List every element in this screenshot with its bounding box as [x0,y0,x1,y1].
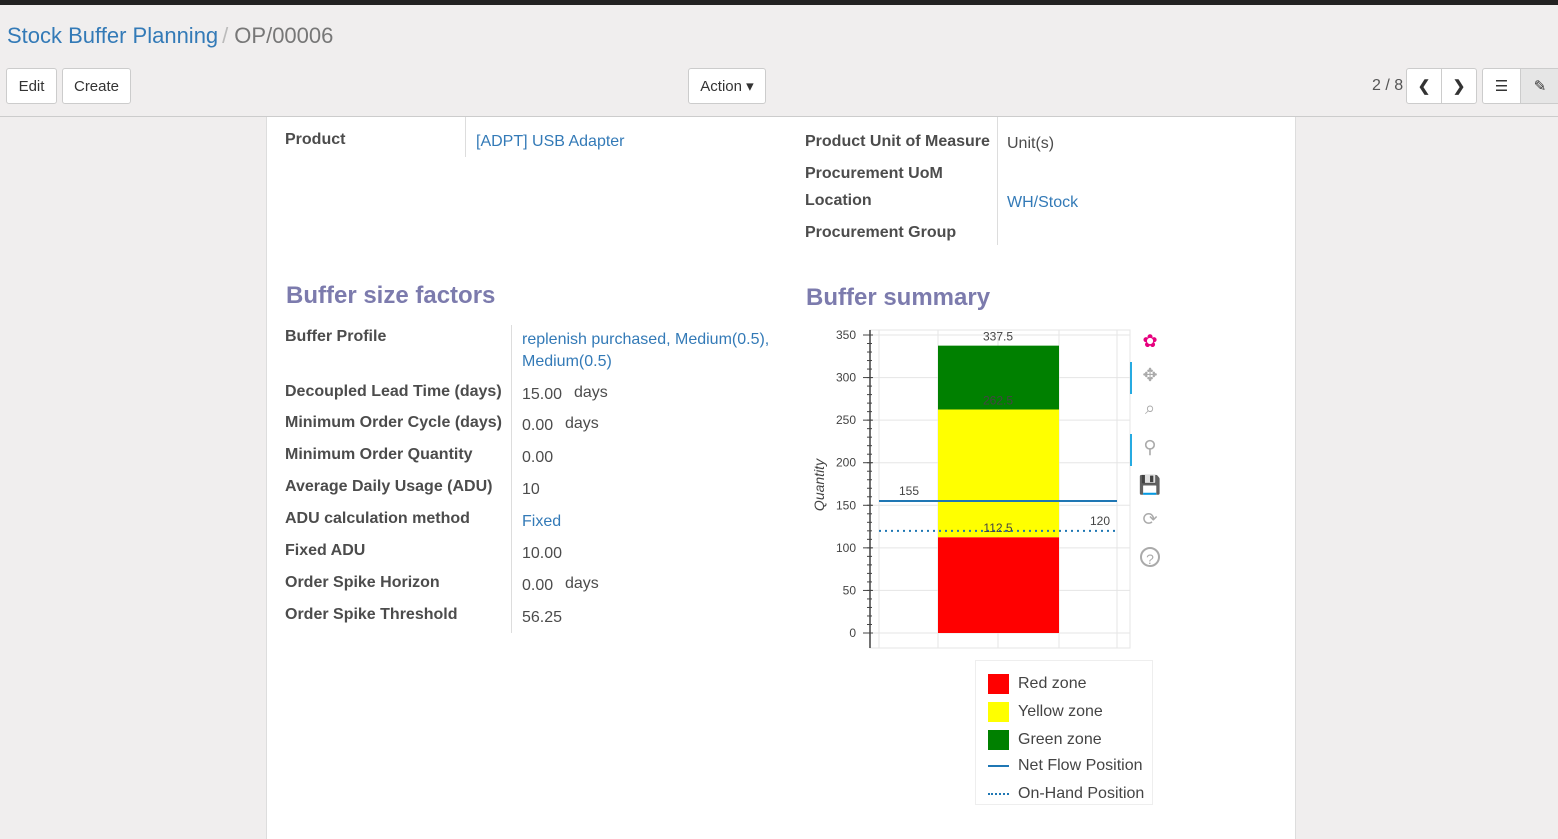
breadcrumb-parent[interactable]: Stock Buffer Planning [7,23,219,48]
line-label: 120 [1090,514,1110,528]
uom-field[interactable]: Unit(s) [1007,135,1055,152]
chevron-right-icon: ❯ [1452,78,1466,95]
factor-label: Order Spike Horizon [285,574,440,591]
line-label: 155 [899,484,919,498]
product-label: Product [285,131,346,148]
bokeh-logo-icon: ✿ [1142,331,1158,351]
factor-value-cont[interactable]: Medium(0.5) [522,353,612,370]
buffer-summary-title: Buffer summary [806,284,991,311]
legend-line [988,765,1009,767]
factor-value[interactable]: 0.00 [522,449,554,466]
uom-label: Product Unit of Measure [805,133,990,150]
factor-value[interactable]: 0.00 [522,417,554,434]
legend-green-zone: Green zone [988,730,1102,750]
list-icon: ☰ [1494,78,1509,95]
chevron-left-icon: ❮ [1417,78,1431,95]
factor-value[interactable]: 10 [522,481,540,498]
zone-bar-0 [938,537,1059,633]
location-label: Location [805,192,872,209]
zone-bar-2 [938,345,1059,410]
active-tool-indicator [1130,434,1132,466]
zone-bar-1 [938,409,1059,538]
breadcrumb: Stock Buffer Planning / OP/00006 [7,23,333,49]
buffer-size-factors-title: Buffer size factors [286,282,496,309]
legend-label: Red zone [1018,675,1087,692]
active-tool-indicator [1130,362,1132,394]
factor-label: Buffer Profile [285,328,387,345]
divider [465,117,466,157]
wheel-zoom-icon[interactable]: ⚲ [1143,437,1157,457]
legend-line [988,793,1009,795]
legend-swatch [988,702,1009,722]
y-tick-label: 150 [836,498,856,512]
factor-label: Minimum Order Quantity [285,446,473,463]
location-field[interactable]: WH/Stock [1007,194,1079,211]
list-view-button[interactable]: ☰ [1482,68,1521,104]
create-button[interactable]: Create [62,68,131,104]
breadcrumb-separator: / [222,23,229,48]
box-zoom-icon[interactable]: ⌕ [1144,398,1156,418]
factor-value[interactable]: 15.00 [522,386,563,403]
legend-label: Yellow zone [1018,703,1103,720]
legend-on-hand: On-Hand Position [988,785,1144,803]
y-tick-label: 100 [836,541,856,555]
zone-label: 337.5 [983,330,1013,344]
chart-legend: Red zone Yellow zone Green zone Net Flow… [975,660,1153,805]
control-panel: Stock Buffer Planning / OP/00006 Edit Crea… [0,5,1558,117]
y-tick-label: 250 [836,413,856,427]
factor-unit: days [565,575,599,592]
factor-label: Fixed ADU [285,542,366,559]
factor-value[interactable]: 0.00 [522,577,554,594]
breadcrumb-current: OP/00006 [234,23,334,48]
legend-red-zone: Red zone [988,674,1087,694]
y-tick-label: 0 [849,626,856,640]
divider [511,325,512,633]
factor-unit: days [574,384,608,401]
zone-label: 262.5 [983,394,1013,408]
pager-previous-button[interactable]: ❮ [1406,68,1442,104]
pager-value: 2 / 8 [1372,77,1404,94]
factor-value[interactable]: replenish purchased, Medium(0.5), [522,331,770,348]
y-tick-label: 300 [836,371,856,385]
legend-label: On-Hand Position [1018,785,1145,802]
procurement-uom-label: Procurement UoM [805,165,943,182]
product-field[interactable]: [ADPT] USB Adapter [476,133,625,150]
factor-label: Minimum Order Cycle (days) [285,414,502,431]
buffer-chart: 0 50 100 150 200 250 300 350 Quantity 155 120 112.5… [811,328,1131,649]
form-view-button[interactable]: ✎ [1520,68,1558,104]
y-axis-label: Quantity [811,458,827,511]
factor-value[interactable]: 56.25 [522,609,563,626]
y-tick-label: 350 [836,328,856,342]
legend-label: Green zone [1018,731,1102,748]
factor-label: Order Spike Threshold [285,606,458,623]
edit-icon: ✎ [1533,78,1547,95]
factor-value[interactable]: Fixed [522,513,562,530]
legend-label: Net Flow Position [1018,757,1143,774]
y-tick-label: 200 [836,456,856,470]
divider [997,117,998,245]
edit-button[interactable]: Edit [6,68,57,104]
procurement-group-label: Procurement Group [805,224,957,241]
top-bar [0,0,1558,5]
factor-label: Decoupled Lead Time (days) [285,383,502,400]
reset-icon[interactable]: ⟳ [1142,509,1158,529]
pager-next-button[interactable]: ❯ [1441,68,1477,104]
factor-unit: days [565,415,599,432]
help-icon[interactable]: ? [1140,547,1160,567]
legend-yellow-zone: Yellow zone [988,702,1103,722]
action-dropdown[interactable]: Action ▾ [688,68,766,104]
legend-swatch [988,730,1009,750]
save-icon[interactable]: 💾 [1138,475,1162,495]
zone-label: 112.5 [983,521,1012,535]
legend-net-flow: Net Flow Position [988,757,1143,775]
factor-label: Average Daily Usage (ADU) [285,478,493,495]
pan-icon[interactable]: ✥ [1142,365,1158,385]
factor-value[interactable]: 10.00 [522,545,563,562]
factor-label: ADU calculation method [285,510,470,527]
y-tick-label: 50 [843,583,857,597]
legend-swatch [988,674,1009,694]
